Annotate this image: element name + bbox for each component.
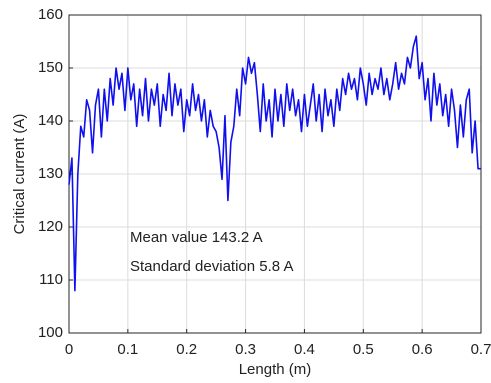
y-tick-label: 100 xyxy=(38,324,63,341)
plot-frame xyxy=(68,14,482,334)
x-axis-label: Length (m) xyxy=(239,361,312,378)
y-tick-label: 140 xyxy=(38,112,63,129)
x-tick-label: 0 xyxy=(65,341,73,358)
y-tick-label: 160 xyxy=(38,6,63,23)
y-tick-label: 120 xyxy=(38,218,63,235)
annotation: Standard deviation 5.8 A xyxy=(130,258,293,275)
data-line xyxy=(68,35,481,292)
y-axis-label: Critical current (A) xyxy=(11,114,28,235)
x-tick-label: 0.7 xyxy=(471,341,491,358)
x-tick-label: 0.4 xyxy=(294,341,315,358)
x-tick-label: 0.5 xyxy=(353,341,374,358)
y-tick-label: 150 xyxy=(38,59,63,76)
x-tick-label: 0.6 xyxy=(412,341,433,358)
y-tick-label: 110 xyxy=(39,271,63,288)
annotation: Mean value 143.2 A xyxy=(130,229,263,246)
x-tick-label: 0.2 xyxy=(176,341,197,358)
y-tick-label: 130 xyxy=(38,165,63,182)
x-tick-label: 0.1 xyxy=(117,341,138,358)
x-tick-label: 0.3 xyxy=(235,341,256,358)
